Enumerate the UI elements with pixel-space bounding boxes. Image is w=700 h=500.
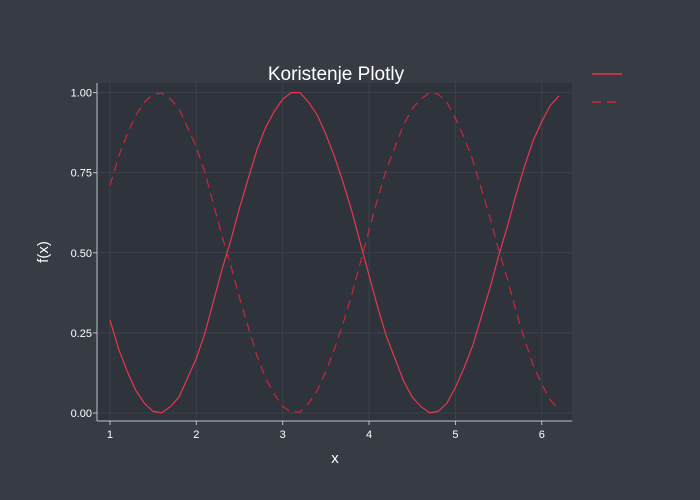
x-axis-title: x: [331, 450, 339, 467]
x-tick-label: 4: [366, 429, 372, 441]
x-tick-label: 5: [452, 429, 458, 441]
series-lines: [109, 92, 560, 414]
axes: [96, 83, 572, 422]
x-tick-label: 1: [107, 429, 113, 441]
series-line-2: [109, 92, 560, 413]
grid: [97, 83, 572, 421]
y-tick-label: 0.75: [71, 168, 92, 180]
x-tick-label: 3: [280, 429, 286, 441]
x-tick-label: 2: [193, 429, 199, 441]
y-tick-label: 0.25: [71, 328, 92, 340]
tick-labels: 1 2 3 4 5 6 0.00 0.25 0.50 0.75 1.00: [71, 88, 545, 441]
plot-area: [97, 83, 572, 421]
series-line-1: [109, 92, 560, 414]
chart-title: Koristenje Plotly: [268, 64, 405, 85]
x-tick-label: 6: [539, 429, 545, 441]
legend[interactable]: [592, 73, 622, 103]
y-tick-label: 0.50: [71, 248, 92, 260]
y-tick-label: 1.00: [71, 88, 92, 100]
y-axis-title: f(x): [35, 241, 52, 263]
y-tick-label: 0.00: [71, 408, 92, 420]
